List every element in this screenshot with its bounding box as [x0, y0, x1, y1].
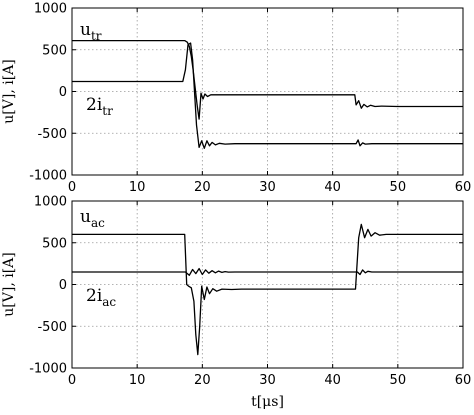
x-tick-label: 50	[390, 180, 407, 195]
series-line-1	[72, 42, 463, 149]
y-tick-label: -1000	[29, 362, 67, 377]
series-annotation: uac	[80, 207, 105, 230]
series-line-1	[72, 267, 463, 276]
y-tick-label: 0	[59, 278, 67, 293]
x-tick-label: 60	[455, 373, 472, 388]
x-tick-label: 30	[259, 180, 276, 195]
y-tick-label: 500	[42, 236, 67, 251]
x-tick-label: 0	[68, 373, 76, 388]
x-tick-label: 10	[129, 373, 146, 388]
y-tick-label: -500	[37, 127, 67, 142]
y-tick-label: -500	[37, 320, 67, 335]
y-tick-label: 1000	[34, 195, 67, 210]
y-tick-label: 500	[42, 43, 67, 58]
x-axis-label: t[μs]	[251, 394, 284, 410]
x-tick-label: 20	[194, 180, 211, 195]
x-tick-label: 50	[390, 373, 407, 388]
series-annotation: 2iac	[86, 286, 116, 309]
y-tick-label: 1000	[34, 2, 67, 17]
series-line-0	[72, 223, 463, 356]
x-tick-label: 20	[194, 373, 211, 388]
chart-panel-top: 0 10 20 30 40 50 60 -1000 -500 0 500 1000 u[V], i[A]…	[1, 2, 471, 196]
x-tick-label: 0	[68, 180, 76, 195]
x-tick-label: 30	[259, 373, 276, 388]
chart-panel-bottom: 0 10 20 30 40 50 60 -1000 -500 0 500 1000 u[V], i[A]…	[1, 195, 471, 411]
x-tick-label: 60	[455, 180, 472, 195]
y-tick-label: -1000	[29, 169, 67, 184]
x-tick-label: 40	[324, 180, 341, 195]
x-tick-label: 10	[129, 180, 146, 195]
y-tick-label: 0	[59, 85, 67, 100]
x-tick-label: 40	[324, 373, 341, 388]
series-annotation: utr	[80, 20, 102, 43]
series-line-0	[72, 39, 463, 120]
series-annotation: 2itr	[86, 95, 113, 118]
y-axis-label: u[V], i[A]	[1, 59, 17, 123]
y-axis-label: u[V], i[A]	[1, 252, 17, 316]
